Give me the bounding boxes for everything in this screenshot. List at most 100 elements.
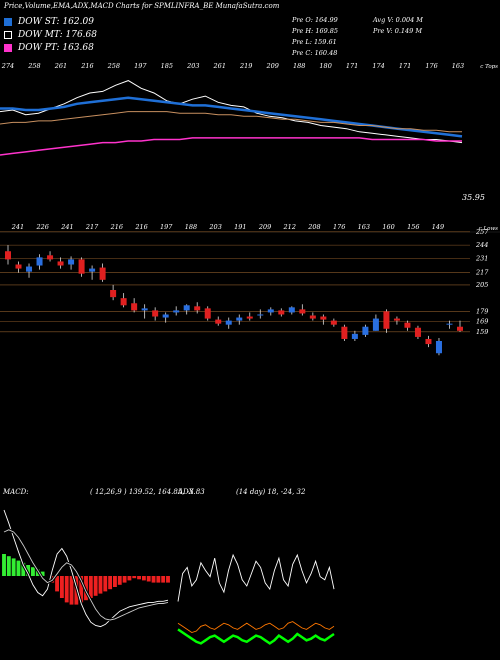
candle-body bbox=[435, 341, 442, 354]
candle-body bbox=[57, 261, 64, 266]
top-tick-label: 188 bbox=[293, 62, 305, 70]
low-tick-label: 216 bbox=[110, 223, 123, 231]
candle-body bbox=[246, 316, 253, 319]
top-tick-label: 197 bbox=[134, 62, 147, 70]
tops-label: c Tops bbox=[480, 64, 498, 70]
top-tick-label: 176 bbox=[425, 62, 437, 70]
macd-histogram-bar bbox=[103, 576, 108, 592]
ohlc-close: Pre C: 160.48 bbox=[292, 49, 338, 57]
price-axis-label: 217 bbox=[475, 269, 489, 277]
candle-body bbox=[341, 326, 348, 339]
low-tick-label: 188 bbox=[185, 223, 197, 231]
candle-body bbox=[5, 251, 11, 260]
candle-body bbox=[372, 318, 379, 331]
candle-body bbox=[120, 298, 127, 306]
price-axis-label: 159 bbox=[476, 328, 488, 336]
top-tick-label: 261 bbox=[54, 62, 67, 70]
prev-volume: Pre V: 0.149 M bbox=[373, 27, 423, 35]
macd-histogram-bar bbox=[156, 576, 161, 583]
ohlc-low: Pre L: 159.61 bbox=[292, 38, 337, 46]
dow-pt-legend: DOW PT: 163.68 bbox=[4, 43, 94, 53]
low-tick-label: 149 bbox=[432, 223, 444, 231]
top-tick-label: 219 bbox=[239, 62, 252, 70]
adx-label: ADX bbox=[178, 488, 194, 496]
candle-body bbox=[152, 310, 159, 317]
macd-histogram-bar bbox=[26, 565, 31, 576]
top-tick-label: 209 bbox=[265, 62, 278, 70]
candle-body bbox=[141, 308, 148, 311]
candle-body bbox=[225, 320, 232, 325]
macd-histogram-bar bbox=[117, 576, 122, 585]
price-axis-label: 257 bbox=[475, 228, 489, 236]
macd-histogram-bar bbox=[132, 576, 137, 579]
low-tick-label: 241 bbox=[11, 223, 24, 231]
ohlc-open: Pre O: 164.99 bbox=[292, 16, 338, 24]
candle-body bbox=[267, 309, 274, 313]
low-tick-label: 176 bbox=[333, 223, 345, 231]
macd-signal-line bbox=[3, 529, 169, 621]
candle-body bbox=[299, 309, 306, 314]
low-tick-label: 226 bbox=[35, 223, 48, 231]
macd-histogram-bar bbox=[108, 576, 113, 590]
ohlc-high: Pre H: 169.85 bbox=[292, 27, 339, 35]
candle-body bbox=[457, 326, 463, 331]
macd-histogram-bar bbox=[98, 576, 103, 594]
candle-body bbox=[183, 305, 190, 311]
candle-body bbox=[194, 306, 201, 311]
low-tick-label: 209 bbox=[258, 223, 271, 231]
ema-series-white bbox=[0, 80, 463, 144]
low-tick-label: 212 bbox=[283, 223, 296, 231]
candle-body bbox=[320, 316, 327, 320]
macd-histogram-bar bbox=[127, 576, 132, 581]
low-tick-label: 217 bbox=[85, 223, 99, 231]
macd-line bbox=[3, 509, 169, 628]
candle-body bbox=[236, 317, 243, 321]
dow-st-label: DOW ST: 162.09 bbox=[18, 17, 94, 27]
candle-body bbox=[89, 268, 96, 272]
dow-st-swatch bbox=[4, 18, 12, 26]
candle-body bbox=[110, 290, 117, 298]
top-tick-label: 171 bbox=[399, 62, 411, 70]
candle-body bbox=[68, 259, 75, 265]
macd-label: MACD: bbox=[3, 488, 29, 496]
candle-body bbox=[99, 267, 106, 280]
macd-histogram-bar bbox=[31, 567, 35, 576]
ema-white-shadow bbox=[0, 78, 463, 145]
macd-histogram-bar bbox=[137, 576, 141, 580]
dow-pt-label: DOW PT: 163.68 bbox=[18, 43, 94, 53]
price-axis-label: 231 bbox=[475, 254, 488, 262]
candle-body bbox=[204, 308, 211, 319]
candle-body bbox=[47, 255, 54, 260]
candle-body bbox=[362, 326, 369, 335]
dow-pt-swatch bbox=[4, 44, 12, 52]
candle-body bbox=[173, 310, 180, 313]
price-axis-label: 244 bbox=[475, 241, 488, 249]
low-tick-label: 241 bbox=[60, 223, 73, 231]
low-tick-label: 163 bbox=[358, 223, 370, 231]
candle-body bbox=[215, 319, 222, 324]
macd-histogram-bar bbox=[161, 576, 166, 583]
candle-body bbox=[330, 320, 337, 325]
avg-volume: Avg V: 0.004 M bbox=[373, 16, 423, 24]
ema-series-brown bbox=[0, 111, 462, 133]
ema-last-value: 35.95 bbox=[462, 193, 485, 202]
candle-body bbox=[278, 310, 285, 315]
low-tick-label: 208 bbox=[307, 223, 320, 231]
adx-minus-di-line bbox=[177, 621, 335, 633]
top-tick-label: 163 bbox=[452, 62, 464, 70]
low-tick-label: 203 bbox=[208, 223, 221, 231]
candle-body bbox=[257, 314, 264, 316]
dow-mt-legend: DOW MT: 176.68 bbox=[4, 30, 97, 40]
macd-histogram-bar bbox=[21, 562, 26, 576]
low-tick-label: 156 bbox=[407, 223, 419, 231]
dow-mt-label: DOW MT: 176.68 bbox=[18, 30, 97, 40]
macd-histogram-bar bbox=[11, 558, 16, 576]
dow-mt-swatch bbox=[4, 31, 12, 39]
macd-params: ( 12,26,9 ) 139.52, 164.85, -3.83 bbox=[90, 488, 205, 496]
top-tick-label: 180 bbox=[319, 62, 331, 70]
candle-body bbox=[15, 264, 22, 269]
candle-body bbox=[393, 318, 400, 321]
candle-body bbox=[309, 315, 316, 319]
macd-histogram-bar bbox=[59, 576, 64, 598]
